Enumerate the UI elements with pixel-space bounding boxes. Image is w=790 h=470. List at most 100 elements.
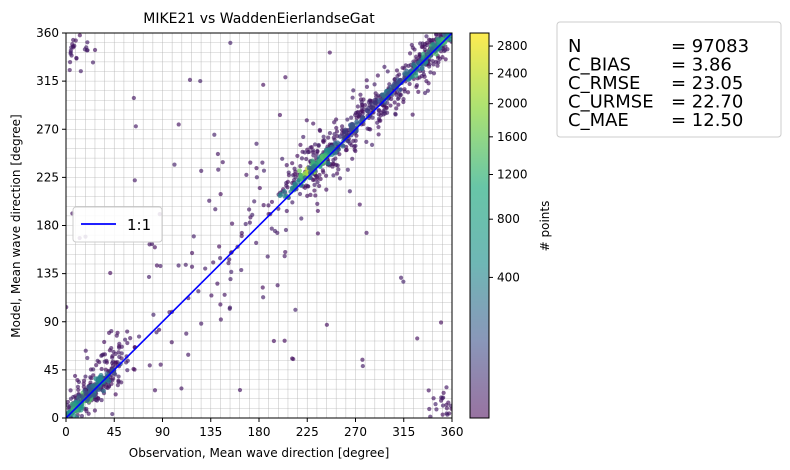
scatter-point xyxy=(431,42,436,47)
scatter-point xyxy=(111,349,116,355)
y-axis-ticks: 0 45 90 135 180 225 270 315 360 xyxy=(36,26,66,425)
scatter-point xyxy=(290,200,295,205)
scatter-point xyxy=(275,283,280,288)
scatter-point xyxy=(364,78,369,83)
scatter-point xyxy=(260,160,265,165)
scatter-point xyxy=(305,193,310,198)
scatter-point xyxy=(369,102,375,107)
legend-label: 1:1 xyxy=(127,216,151,234)
scatter-point xyxy=(247,220,252,225)
scatter-point xyxy=(420,51,426,57)
scatter-point xyxy=(407,81,412,87)
scatter-point xyxy=(67,67,72,73)
scatter-point xyxy=(297,168,302,174)
scatter-point xyxy=(331,157,336,163)
stats-box: N = 97083 C_BIAS = 3.86 C_RMSE = 23.05 C_URMSE… xyxy=(556,21,782,138)
scatter-point xyxy=(312,188,317,193)
scatter-point xyxy=(347,189,352,194)
scatter-point xyxy=(220,160,225,165)
scatter-point xyxy=(375,73,380,78)
scatter-point xyxy=(77,33,82,38)
scatter-point xyxy=(110,411,115,417)
scatter-point xyxy=(198,78,203,84)
scatter-point xyxy=(104,385,109,390)
scatter-point xyxy=(420,41,425,46)
scatter-point xyxy=(381,112,386,117)
scatter-point xyxy=(376,124,381,130)
scatter-point xyxy=(324,322,329,327)
scatter-point xyxy=(422,74,427,79)
grid xyxy=(66,33,452,418)
scatter-point xyxy=(237,387,243,393)
scatter-point xyxy=(330,164,335,169)
scatter-point xyxy=(335,140,340,146)
scatter-point xyxy=(312,182,317,187)
scatter-point xyxy=(191,234,196,239)
scatter-point xyxy=(340,124,345,129)
scatter-point xyxy=(216,167,221,172)
scatter-point xyxy=(94,363,99,368)
scatter-point xyxy=(76,393,82,399)
y-tick-label: 315 xyxy=(36,74,59,88)
scatter-point xyxy=(320,138,326,144)
scatter-point xyxy=(311,148,316,153)
legend-frame xyxy=(72,206,163,243)
scatter-point xyxy=(299,216,304,221)
scatter-point xyxy=(308,192,313,197)
scatter-point xyxy=(228,276,233,282)
scatter-point xyxy=(366,106,371,111)
scatter-point xyxy=(393,112,398,117)
scatter-point xyxy=(282,338,287,343)
scatter-point xyxy=(218,302,223,307)
colorbar-ticks: 400 800 1200 1600 2000 2400 2800 xyxy=(489,39,528,284)
scatter-point xyxy=(254,166,259,171)
y-tick-label: 135 xyxy=(36,267,59,281)
scatter-point xyxy=(184,331,189,336)
scatter-point xyxy=(388,103,393,108)
scatter-point xyxy=(395,77,401,83)
scatter-point xyxy=(315,148,320,154)
scatter-point xyxy=(438,320,444,325)
scatter-point xyxy=(434,407,439,412)
scatter-point xyxy=(398,275,404,280)
scatter-point xyxy=(265,254,270,259)
scatter-point xyxy=(357,202,362,207)
scatter-point xyxy=(283,75,288,80)
colorbar-tick-label: 2800 xyxy=(497,39,528,53)
scatter-point xyxy=(290,161,295,166)
scatter-point xyxy=(295,153,300,159)
scatter-point xyxy=(269,199,275,205)
scatter-point xyxy=(186,352,191,357)
scatter-point xyxy=(360,103,365,108)
scatter-point xyxy=(83,374,88,379)
scatter-point xyxy=(189,264,195,269)
scatter-point xyxy=(422,90,428,96)
scatter-point xyxy=(430,59,435,64)
scatter-point xyxy=(428,414,433,418)
scatter-point xyxy=(382,64,387,69)
scatter-point xyxy=(113,392,118,397)
scatter-point xyxy=(321,134,326,139)
scatter-point xyxy=(315,180,320,185)
scatter-point xyxy=(334,125,339,131)
scatter-point xyxy=(91,367,96,372)
stat-name: C_MAE xyxy=(568,110,629,131)
colorbar-tick-label: 1200 xyxy=(497,168,528,182)
scatter-point xyxy=(239,267,244,273)
scatter-point xyxy=(199,168,204,173)
scatter-point xyxy=(317,158,323,164)
stat-name: C_URMSE xyxy=(568,92,654,113)
scatter-point xyxy=(149,241,155,247)
scatter-point xyxy=(443,57,448,62)
scatter-point xyxy=(370,105,376,111)
x-axis-ticks: 0 45 90 135 180 225 270 315 360 xyxy=(62,418,463,439)
scatter-point xyxy=(125,340,130,346)
scatter-point xyxy=(278,191,284,197)
scatter-point xyxy=(92,408,98,413)
scatter-point xyxy=(444,406,450,411)
scatter-point xyxy=(151,312,156,317)
stats-lines: N = 97083 C_BIAS = 3.86 C_RMSE = 23.05 C_URMSE… xyxy=(568,36,749,131)
x-tick-label: 0 xyxy=(62,425,70,439)
scatter-point xyxy=(97,360,102,365)
scatter-point xyxy=(448,403,452,408)
